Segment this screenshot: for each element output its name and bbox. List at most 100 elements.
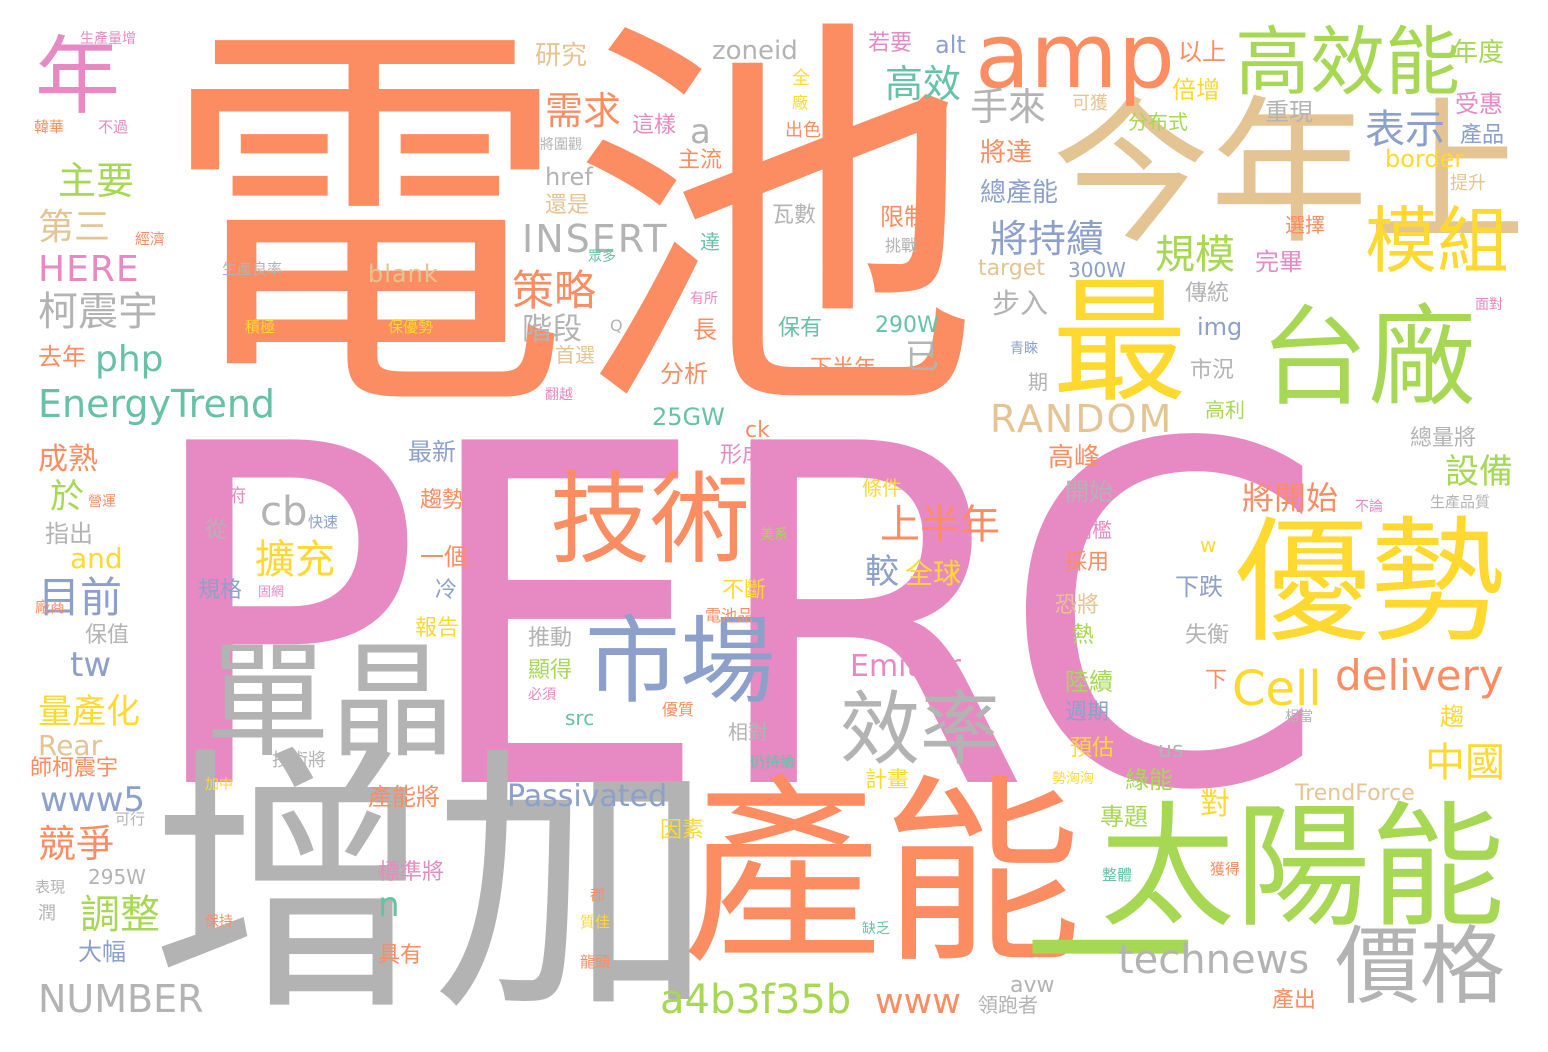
word: 瓦數 — [772, 203, 817, 228]
word: 仍持續 — [750, 753, 796, 771]
word: 固網 — [258, 585, 285, 600]
word: 勢洶洶 — [1052, 771, 1094, 787]
word: 最 — [1052, 264, 1187, 421]
word: 技術將 — [272, 750, 326, 771]
word: a4b3f35b — [660, 977, 852, 1023]
word: 眾多 — [588, 249, 616, 265]
word: alt — [935, 31, 966, 59]
word: blank — [368, 260, 439, 288]
word: target — [978, 256, 1045, 281]
word: 總量將 — [1410, 426, 1477, 451]
word: HERE — [38, 249, 140, 290]
word: 恐將 — [1055, 593, 1100, 618]
word: 從 — [205, 518, 228, 543]
word: 生產良率 — [222, 260, 283, 278]
word: 分布式 — [1128, 110, 1188, 134]
word: 必須 — [528, 687, 556, 703]
word: 長 — [693, 316, 717, 344]
word: 顯得 — [528, 658, 573, 683]
word: 門檻 — [1072, 518, 1112, 542]
word: 達 — [700, 230, 720, 254]
word: 高利 — [1205, 398, 1245, 422]
word: 若要 — [868, 31, 913, 56]
word: href — [545, 163, 593, 191]
word: 主流 — [678, 148, 723, 173]
word: zoneid — [712, 36, 798, 66]
word: 綠能 — [1125, 766, 1173, 794]
word: 不斷 — [722, 578, 767, 603]
word: 期 — [1028, 370, 1048, 394]
word: 面對 — [1475, 297, 1503, 313]
word: 產品 — [1460, 123, 1505, 148]
word: 條件 — [862, 476, 902, 500]
word: 以上 — [1178, 38, 1226, 66]
word: a — [690, 112, 711, 152]
word: 快速 — [308, 513, 339, 531]
word: 都 — [590, 886, 606, 904]
word: 潤 — [38, 903, 56, 924]
word: 上半年 — [880, 502, 1000, 548]
word: 25GW — [652, 403, 725, 431]
word: w — [1200, 533, 1217, 557]
word: 高效 — [885, 62, 962, 106]
word: 保持 — [205, 914, 233, 930]
word: 下半年 — [810, 356, 877, 381]
word: 傳統 — [1185, 281, 1230, 306]
word: 推動 — [528, 626, 573, 651]
word: 倍增 — [1172, 76, 1220, 104]
word: 經濟 — [135, 230, 166, 248]
word: 競爭 — [38, 822, 115, 866]
word: 受惠 — [1455, 90, 1503, 118]
word: 分析 — [660, 360, 708, 388]
word: 增加 — [150, 721, 714, 1050]
word: 可行 — [115, 810, 146, 828]
word: delivery — [1335, 651, 1504, 700]
word: 調整 — [80, 892, 160, 938]
word: 擴充 — [255, 537, 335, 583]
word: TrendForce — [1295, 781, 1415, 806]
word: 量產化 — [38, 692, 140, 732]
word: 將持續 — [990, 217, 1105, 261]
word: 計畫 — [865, 768, 910, 793]
word: 較 — [865, 552, 899, 592]
word: 研究 — [535, 41, 588, 71]
word: 報告 — [415, 616, 460, 641]
word: 對 — [1200, 787, 1230, 822]
word: 去年 — [38, 343, 86, 371]
word: amp — [975, 4, 1175, 109]
word: 提升 — [1450, 173, 1486, 194]
word: 廠商 — [35, 598, 66, 616]
word: 保優勢 — [388, 318, 434, 336]
word: 於 — [50, 477, 84, 517]
word: Q — [610, 316, 623, 335]
word: us — [1158, 738, 1184, 763]
word: 今年上 — [1052, 82, 1526, 266]
word: 需求 — [545, 89, 622, 133]
word: Emitter — [850, 649, 961, 684]
word: 冷 — [435, 578, 458, 603]
word: 最新 — [408, 438, 456, 466]
word: 領跑者 — [978, 993, 1038, 1017]
word: 已 — [905, 337, 939, 377]
word: 一 — [1025, 856, 1196, 1052]
word: 首選 — [555, 343, 595, 367]
word: 柯震宇 — [38, 289, 158, 335]
word: 因素 — [660, 818, 705, 843]
word: 大幅 — [78, 938, 126, 966]
word: 選擇 — [1285, 213, 1325, 237]
word: ck — [745, 418, 770, 443]
word: php — [95, 339, 164, 380]
word: 這樣 — [632, 113, 677, 138]
word: 太陽能 — [1100, 789, 1505, 946]
word: PERC — [140, 346, 1328, 893]
word: 整體 — [1102, 866, 1133, 884]
word: 產能 — [682, 758, 1083, 991]
word: 相當 — [1285, 709, 1313, 725]
word: 韓華 — [34, 118, 65, 136]
word: 一個 — [420, 543, 468, 571]
word: 廠 — [792, 93, 809, 112]
word: border — [1385, 145, 1465, 173]
word: 積極 — [245, 318, 276, 336]
word: 採用 — [1065, 550, 1110, 575]
word: 規格 — [198, 578, 243, 603]
